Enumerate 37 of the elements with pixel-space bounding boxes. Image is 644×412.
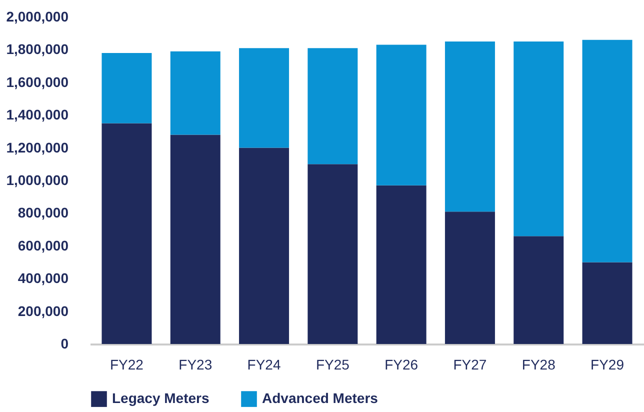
y-tick-label: 2,000,000 <box>6 8 69 24</box>
bar <box>376 44 426 186</box>
y-tick-label: 200,000 <box>18 302 69 319</box>
bar <box>514 236 564 344</box>
bar <box>239 48 290 148</box>
x-tick-label: FY25 <box>316 356 350 372</box>
y-tick-label: 1,000,000 <box>6 172 69 188</box>
x-tick-label: FY29 <box>590 356 624 372</box>
bar <box>376 185 426 344</box>
bar <box>308 48 358 164</box>
legend-label: Legacy Meters <box>112 390 210 406</box>
x-tick-label: FY27 <box>453 356 487 372</box>
bar <box>444 212 495 344</box>
y-tick-label: 600,000 <box>18 237 69 254</box>
y-tick-label: 1,400,000 <box>6 106 69 123</box>
bar <box>582 40 632 262</box>
legend-label: Advanced Meters <box>262 390 378 406</box>
y-tick-label: 400,000 <box>18 270 69 286</box>
y-tick-label: 0 <box>60 336 69 352</box>
x-tick-label: FY22 <box>110 356 144 372</box>
y-tick-label: 800,000 <box>18 204 69 221</box>
bar <box>239 148 290 344</box>
x-tick-label: FY26 <box>384 356 418 372</box>
x-tick-label: FY28 <box>522 356 556 372</box>
bar <box>444 42 495 212</box>
bar <box>170 134 220 344</box>
bar <box>102 52 152 124</box>
y-tick-label: 1,600,000 <box>6 74 69 90</box>
y-tick-label: 1,200,000 <box>6 139 69 156</box>
x-tick-label: FY24 <box>247 356 281 372</box>
y-tick-label: 1,800,000 <box>6 41 69 58</box>
x-tick-label: FY23 <box>178 356 212 372</box>
bar <box>514 42 564 236</box>
bar <box>102 123 152 344</box>
bar <box>308 164 358 344</box>
bar <box>582 262 632 344</box>
bar <box>170 51 220 135</box>
